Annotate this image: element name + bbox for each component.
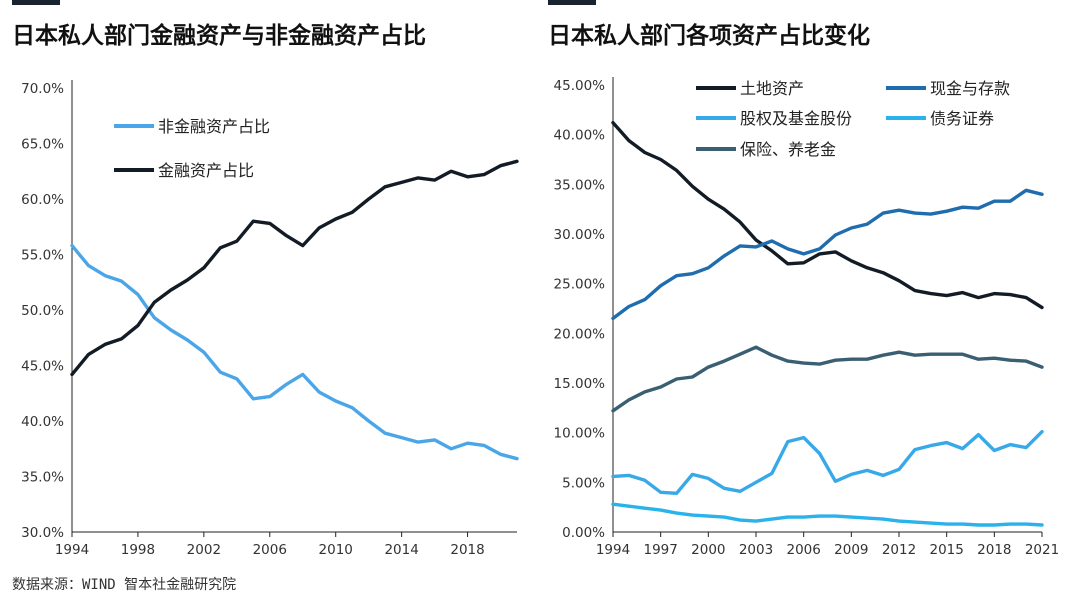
- y-tick-label: 10.00%: [554, 426, 606, 442]
- x-tick-label: 2015: [929, 542, 963, 558]
- legend-label: 保险、养老金: [740, 140, 836, 159]
- x-tick-label: 1994: [596, 542, 630, 558]
- x-tick-label: 2006: [786, 542, 820, 558]
- y-tick-label: 35.00%: [554, 177, 606, 193]
- y-tick-label: 30.0%: [21, 525, 64, 541]
- series-line-2: [70, 159, 519, 377]
- y-tick-label: 15.00%: [554, 376, 606, 392]
- x-tick-label: 2010: [319, 542, 353, 558]
- x-tick-label: 2018: [977, 542, 1011, 558]
- left-chart-title: 日本私人部门金融资产与非金融资产占比: [12, 23, 426, 49]
- y-tick-label: 65.0%: [21, 137, 64, 153]
- x-tick-label: 2000: [691, 542, 725, 558]
- x-tick-label: 2021: [1025, 542, 1059, 558]
- series-line-1: [611, 120, 1044, 310]
- series-line-3: [611, 430, 1044, 495]
- legend-label: 债务证券: [930, 109, 994, 128]
- x-tick-label: 1997: [643, 542, 677, 558]
- series-line-4: [611, 502, 1044, 527]
- series-line-2: [611, 188, 1044, 321]
- legend-label: 现金与存款: [930, 79, 1010, 98]
- y-tick-label: 5.00%: [562, 475, 605, 491]
- x-tick-label: 2002: [187, 542, 221, 558]
- y-tick-label: 40.0%: [21, 414, 64, 430]
- y-tick-label: 30.00%: [554, 227, 606, 243]
- y-tick-label: 50.0%: [21, 303, 64, 319]
- legend-label: 金融资产占比: [158, 161, 254, 180]
- y-tick-label: 60.0%: [21, 192, 64, 208]
- left-title-accent-bar: [12, 0, 60, 5]
- x-tick-label: 1998: [121, 542, 155, 558]
- y-tick-label: 70.0%: [21, 81, 64, 97]
- x-tick-label: 2009: [834, 542, 868, 558]
- right-line-chart: 0.00% 5.00% 10.00% 15.00% 20.00% 25.00% 30.00%…: [554, 77, 1059, 558]
- y-tick-label: 20.00%: [554, 326, 606, 342]
- y-tick-label: 25.00%: [554, 277, 606, 293]
- right-title-accent-bar: [548, 0, 596, 5]
- y-tick-label: 40.00%: [554, 128, 606, 144]
- y-tick-label: 0.00%: [562, 525, 605, 541]
- source-note: 数据来源：WIND 智本社金融研究院: [12, 577, 237, 593]
- series-line-5: [611, 345, 1044, 413]
- right-chart-title: 日本私人部门各项资产占比变化: [548, 23, 870, 49]
- y-tick-label: 45.0%: [21, 359, 64, 375]
- legend-label: 土地资产: [740, 79, 804, 98]
- y-tick-label: 45.00%: [554, 78, 606, 94]
- y-tick-label: 55.0%: [21, 248, 64, 264]
- x-tick-label: 1994: [55, 542, 89, 558]
- left-line-chart: 30.0% 35.0% 40.0% 45.0% 50.0% 55.0% 60.0% 65.0%…: [21, 80, 519, 558]
- legend-label: 非金融资产占比: [158, 117, 270, 136]
- x-tick-label: 2006: [253, 542, 287, 558]
- legend-label: 股权及基金股份: [740, 109, 852, 128]
- x-tick-label: 2014: [384, 542, 418, 558]
- series-line-1: [70, 243, 519, 461]
- x-tick-label: 2003: [739, 542, 773, 558]
- y-tick-label: 35.0%: [21, 470, 64, 486]
- x-tick-label: 2012: [882, 542, 916, 558]
- x-tick-label: 2018: [450, 542, 484, 558]
